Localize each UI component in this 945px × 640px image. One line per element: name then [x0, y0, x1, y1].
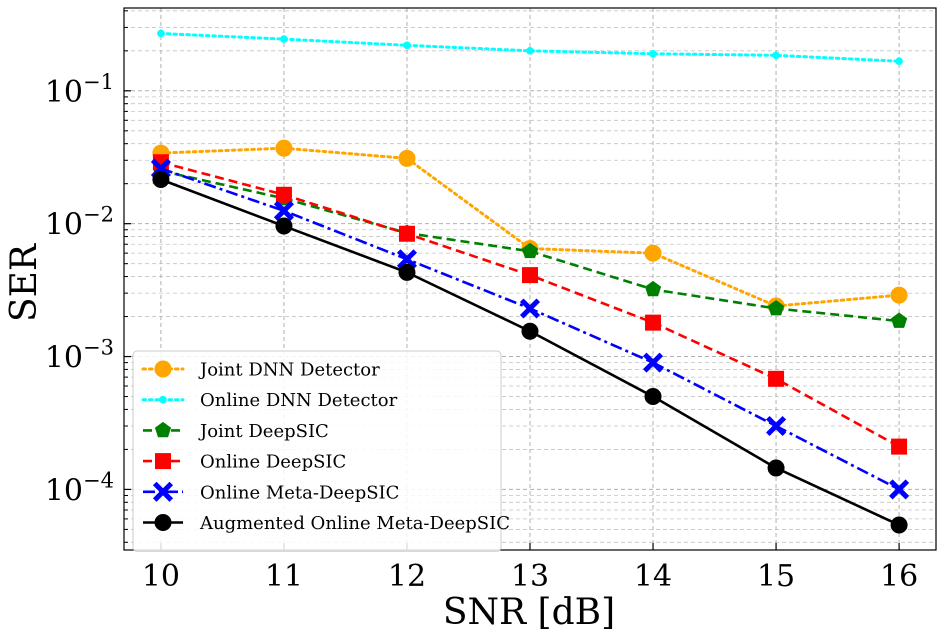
data-point [895, 57, 903, 66]
data-point [275, 139, 293, 157]
x-tick-label: 15 [757, 559, 795, 594]
data-point [275, 186, 292, 203]
data-point [772, 51, 780, 60]
x-marker-stroke [519, 298, 541, 319]
x-axis-label: SNR [dB] [443, 592, 615, 633]
legend-label: Online DNN Detector [200, 390, 398, 411]
legend-item: Online DeepSIC [143, 452, 346, 473]
data-point [767, 459, 785, 477]
legend-label: Joint DNN Detector [198, 360, 380, 381]
legend-label: Joint DeepSIC [198, 421, 329, 442]
data-point [398, 263, 416, 281]
legend-marker [154, 360, 172, 378]
x-tick-label: 14 [634, 559, 672, 594]
data-point [890, 286, 908, 304]
x-tick-label: 12 [388, 559, 426, 594]
y-axis-label: SER [4, 243, 45, 322]
axis-ticks: 10−4 10−3 10−2 10−1 10 11 12 13 14 15 16 [45, 10, 918, 594]
x-tick-label: 16 [880, 559, 918, 594]
x-marker-stroke [642, 352, 664, 373]
legend-item: Joint DNN Detector [141, 360, 380, 381]
series-online-dnn-detector [157, 29, 903, 66]
legend-marker [152, 481, 174, 502]
legend-label: Online DeepSIC [200, 452, 346, 473]
data-point [891, 438, 908, 455]
series-online-deepsic [152, 154, 908, 455]
x-tick-label: 11 [265, 559, 303, 594]
legend-frame [132, 350, 502, 552]
data-point [642, 352, 664, 373]
data-point [403, 41, 411, 50]
data-point [521, 322, 539, 340]
x-marker-stroke [396, 249, 418, 270]
x-marker-stroke [152, 481, 174, 502]
y-tick-label: 10−2 [45, 203, 114, 243]
data-point [891, 312, 908, 328]
legend-label: Online Meta-DeepSIC [200, 482, 399, 503]
data-point [649, 49, 657, 58]
data-point [275, 217, 293, 235]
data-point [519, 298, 541, 319]
legend: Joint DNN Detector Online DNN Detector Joi… [132, 350, 510, 552]
x-tick-label: 10 [142, 559, 180, 594]
data-point [273, 200, 294, 221]
data-point [645, 314, 662, 331]
y-tick-label: 10−3 [45, 336, 114, 376]
legend-item: Joint DeepSIC [143, 421, 329, 442]
x-marker-stroke [766, 415, 787, 437]
data-point [889, 479, 910, 500]
legend-marker [154, 514, 172, 531]
x-marker-stroke [273, 200, 294, 221]
y-tick-label: 10−1 [45, 70, 114, 110]
legend-marker [155, 453, 171, 470]
data-point [644, 244, 662, 262]
data-point [766, 415, 787, 437]
legend-item: Augmented Online Meta-DeepSIC [143, 513, 510, 534]
y-tick-label: 10−4 [45, 468, 114, 508]
data-point [522, 267, 538, 284]
series-online-meta-deepsic [150, 158, 910, 500]
data-point [396, 249, 418, 270]
data-point [280, 35, 288, 43]
x-marker-stroke [889, 479, 910, 500]
data-point [768, 370, 785, 387]
legend-item: Online Meta-DeepSIC [143, 481, 399, 503]
data-point [157, 29, 165, 38]
data-point [398, 225, 415, 242]
legend-label: Augmented Online Meta-DeepSIC [199, 513, 510, 534]
legend-marker [154, 421, 172, 438]
series-augmented-online-meta-deepsic [152, 171, 908, 534]
series-lines [150, 29, 910, 534]
legend-marker [159, 395, 167, 404]
data-point [767, 299, 785, 316]
data-point [526, 47, 534, 55]
data-point [644, 388, 662, 406]
data-point [644, 280, 662, 297]
data-point [152, 171, 170, 189]
data-point [398, 149, 416, 167]
data-point [890, 516, 908, 534]
data-point [521, 242, 539, 259]
x-tick-label: 13 [511, 559, 549, 594]
legend-item: Online DNN Detector [141, 390, 398, 411]
